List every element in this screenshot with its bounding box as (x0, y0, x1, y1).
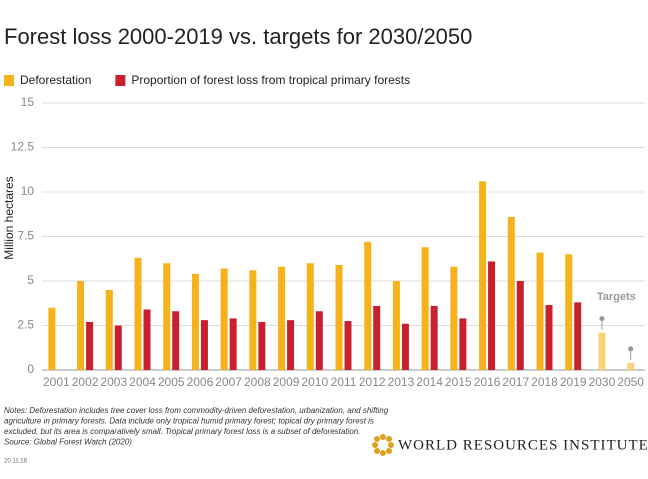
x-tick-label: 2030 (589, 375, 616, 389)
x-tick-label: 2019 (560, 375, 587, 389)
bar (306, 263, 314, 370)
x-tick-label: 2004 (129, 375, 156, 389)
y-tick-label: 2.5 (17, 318, 34, 332)
x-tick-label: 2010 (301, 375, 328, 389)
x-tick-label: 2001 (43, 375, 70, 389)
bar (450, 266, 458, 370)
x-tick-label: 2002 (72, 375, 99, 389)
brand-logo (372, 434, 394, 456)
y-tick-label: 12.5 (11, 140, 35, 154)
bar (278, 266, 286, 370)
y-tick-label: 7.5 (17, 229, 34, 243)
bar (105, 289, 113, 370)
bar (545, 305, 553, 370)
bar (114, 325, 122, 370)
bar (200, 320, 208, 370)
legend-swatch (115, 75, 126, 86)
bar (507, 216, 515, 370)
x-tick-label: 2014 (416, 375, 443, 389)
bar (143, 309, 151, 370)
bar (220, 268, 228, 370)
bar (335, 264, 343, 370)
date: 20.11.18 (4, 459, 28, 465)
y-axis-label: Million hectares (2, 176, 16, 259)
chart-title: Forest loss 2000-2019 vs. targets for 20… (4, 24, 472, 49)
bar (172, 311, 180, 370)
bar (459, 318, 467, 370)
bar (536, 252, 544, 370)
x-tick-label: 2015 (445, 375, 472, 389)
x-tick-label: 2013 (388, 375, 415, 389)
note: Notes: Deforestation includes tree cover… (4, 406, 389, 415)
bar (258, 321, 266, 370)
note: agriculture in primary forests. Data inc… (4, 417, 374, 426)
bar (191, 273, 199, 370)
note: Source: Global Forest Watch (2020) (4, 438, 132, 447)
note: excluded, but its area is comparatively … (4, 427, 360, 436)
bar (392, 281, 400, 370)
bar (401, 323, 409, 370)
bar (479, 181, 487, 370)
brand: WORLD RESOURCES INSTITUTE (398, 437, 648, 453)
x-tick-label: 2009 (273, 375, 300, 389)
x-tick-label: 2007 (215, 375, 242, 389)
bar (373, 305, 381, 370)
x-tick-label: 2011 (331, 375, 357, 389)
bar (249, 270, 257, 370)
legend-swatch (4, 75, 14, 86)
bar (48, 307, 56, 370)
x-tick-label: 2018 (531, 375, 558, 389)
bar (516, 281, 524, 370)
bar (574, 302, 582, 370)
bar (565, 254, 573, 370)
y-tick-label: 0 (27, 362, 34, 376)
bar (134, 257, 142, 370)
bar (163, 263, 171, 370)
x-tick-label: 2006 (187, 375, 214, 389)
legend-label: Deforestation (20, 73, 91, 87)
bar (287, 320, 295, 370)
x-tick-label: 2050 (617, 375, 644, 389)
bar (229, 318, 237, 370)
legend-label: Proportion of forest loss from tropical … (131, 73, 410, 87)
bar (86, 321, 94, 370)
bar (598, 332, 606, 370)
x-tick-label: 2003 (100, 375, 127, 389)
x-tick-label: 2005 (158, 375, 185, 389)
bar (364, 241, 372, 370)
bar (421, 247, 429, 370)
annotation: Targets (597, 291, 636, 303)
bar (430, 305, 438, 370)
y-tick-label: 15 (21, 95, 35, 109)
bar (488, 261, 496, 370)
x-tick-label: 2017 (502, 375, 529, 389)
x-tick-label: 2012 (359, 375, 386, 389)
y-tick-label: 10 (21, 184, 35, 198)
bar (77, 281, 85, 370)
bar (315, 311, 323, 370)
x-tick-label: 2008 (244, 375, 271, 389)
x-tick-label: 2016 (474, 375, 501, 389)
y-tick-label: 5 (27, 273, 34, 287)
bar (344, 321, 352, 370)
bar (627, 362, 635, 370)
